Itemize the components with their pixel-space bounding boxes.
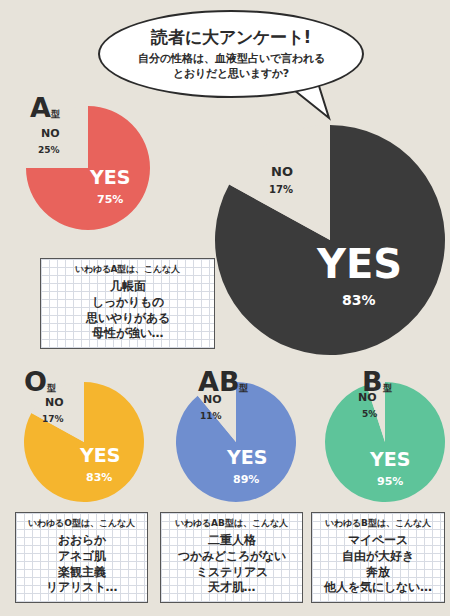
svg-text:YES: YES — [369, 448, 410, 470]
svg-text:YES: YES — [89, 166, 130, 188]
svg-text:5%: 5% — [362, 409, 377, 419]
svg-text:95%: 95% — [377, 475, 403, 488]
svg-text:YES: YES — [316, 241, 402, 287]
svg-text:NO: NO — [45, 396, 64, 409]
svg-text:11%: 11% — [200, 411, 222, 421]
svg-text:83%: 83% — [342, 292, 376, 308]
svg-text:75%: 75% — [97, 193, 123, 206]
svg-text:17%: 17% — [42, 414, 64, 424]
svg-text:YES: YES — [79, 444, 120, 466]
svg-text:17%: 17% — [269, 184, 293, 195]
svg-text:25%: 25% — [38, 145, 60, 155]
svg-text:YES: YES — [226, 446, 267, 468]
svg-text:NO: NO — [41, 127, 60, 140]
svg-text:83%: 83% — [86, 471, 112, 484]
svg-text:NO: NO — [271, 164, 293, 179]
svg-text:89%: 89% — [233, 473, 259, 486]
